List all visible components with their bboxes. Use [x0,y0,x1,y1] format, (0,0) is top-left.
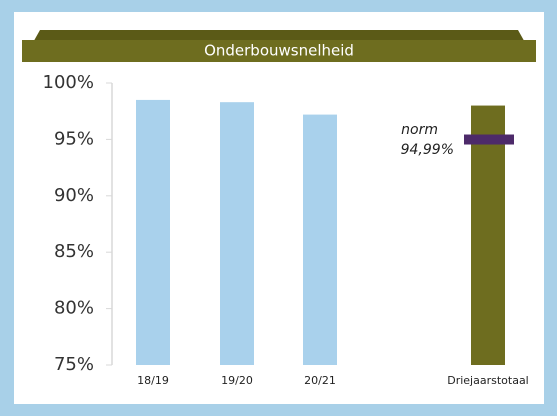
x-tick-label: 19/20 [221,374,253,387]
y-tick-label: 100% [43,72,94,93]
y-tick-label: 85% [54,241,94,262]
norm-marker [464,134,514,145]
bar [136,99,170,366]
norm-text: norm [401,122,438,138]
y-tick-label: 95% [54,128,94,149]
norm-label: 94,99% [401,142,454,158]
x-tick-label: 20/21 [304,374,336,387]
chart-title: Onderbouwsnelheid [204,42,354,60]
y-tick-label: 75% [54,354,94,375]
bar [471,105,505,365]
panel [14,12,544,404]
bar [220,102,254,366]
y-tick-label: 90% [54,185,94,206]
x-tick-label: 18/19 [137,374,169,387]
y-tick-label: 80% [54,298,94,319]
x-tick-label: Driejaarstotaal [447,374,529,387]
header-bar [22,40,536,62]
bar [303,114,337,365]
